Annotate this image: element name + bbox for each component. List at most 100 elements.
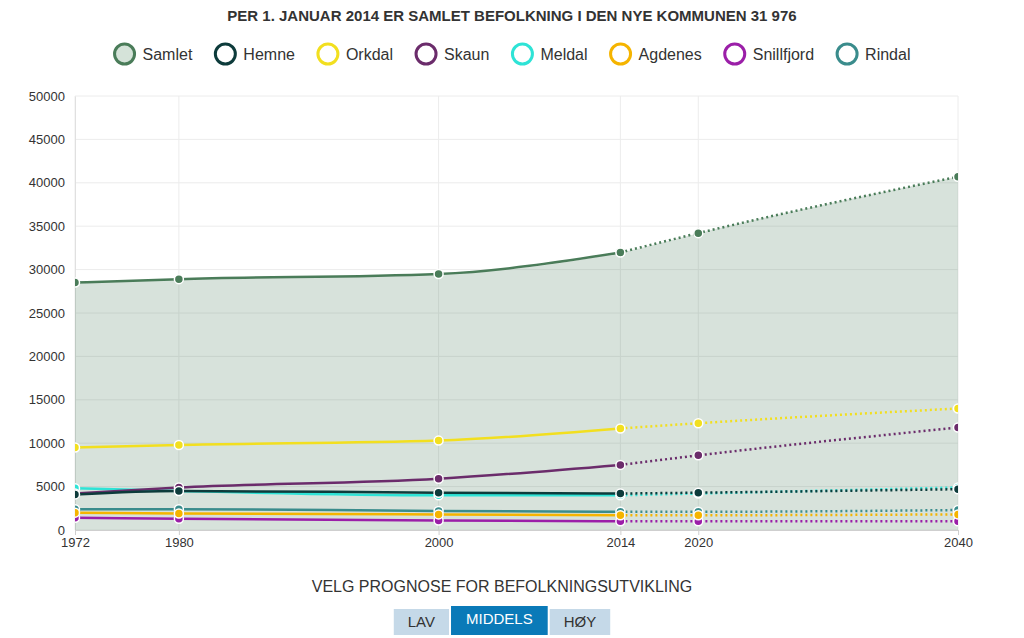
forecast-line	[620, 487, 958, 495]
line	[75, 518, 620, 521]
legend-symbol	[115, 44, 135, 64]
point[interactable]	[954, 172, 959, 181]
line	[75, 491, 620, 494]
point[interactable]	[616, 489, 625, 498]
line	[75, 513, 620, 516]
x-axis: 1972 1980 2000 2014 2020 2040	[61, 530, 973, 550]
point[interactable]	[694, 489, 703, 498]
grid-line	[75, 139, 958, 140]
legend-symbol	[837, 44, 857, 64]
legend-symbol	[725, 44, 745, 64]
legend-item: Snillfjord	[725, 44, 814, 64]
grid-line	[75, 96, 958, 97]
x-tick-label: 2014	[606, 535, 635, 550]
y-tick: 25000	[29, 306, 75, 321]
point[interactable]	[174, 486, 183, 495]
forecast-line	[620, 510, 958, 512]
point[interactable]	[434, 436, 443, 445]
button-background[interactable]	[451, 606, 548, 635]
point[interactable]	[75, 489, 80, 498]
legend-item: Samlet	[115, 44, 193, 64]
prognosis-button[interactable]: HØY	[550, 609, 611, 635]
line	[75, 428, 620, 447]
legend-label: Orkdal	[346, 46, 393, 63]
prognosis-label: VELG PROGNOSE FOR BEFOLKNINGSUTVIKLING	[312, 578, 693, 595]
y-tick: 50000	[29, 89, 75, 104]
legend-label: Skaun	[444, 46, 489, 63]
legend-symbol	[611, 44, 631, 64]
button-label[interactable]: LAV	[408, 613, 435, 630]
point[interactable]	[174, 509, 183, 518]
point[interactable]	[616, 511, 625, 520]
legend-label: Agdenes	[639, 46, 702, 63]
point[interactable]	[434, 269, 443, 278]
grid	[75, 96, 958, 530]
point[interactable]	[694, 511, 703, 520]
point[interactable]	[174, 486, 183, 495]
x-tick-label: 2020	[684, 535, 713, 550]
x-tick-label: 1972	[61, 535, 90, 550]
x-tick-label: 2000	[425, 535, 454, 550]
point[interactable]	[75, 490, 80, 499]
line	[75, 509, 620, 512]
point[interactable]	[954, 485, 959, 494]
x-tick: 2040	[944, 530, 973, 550]
button-background[interactable]	[550, 609, 611, 635]
y-tick: 10000	[29, 436, 75, 451]
point[interactable]	[616, 424, 625, 433]
point[interactable]	[616, 248, 625, 257]
x-tick: 2014	[606, 530, 635, 550]
legend-item: Meldal	[512, 44, 587, 64]
y-tick: 20000	[29, 349, 75, 364]
point[interactable]	[694, 229, 703, 238]
y-tick: 40000	[29, 175, 75, 190]
point[interactable]	[434, 488, 443, 497]
y-tick-label: 30000	[29, 262, 65, 277]
legend-symbol	[318, 44, 338, 64]
y-tick-label: 20000	[29, 349, 65, 364]
y-tick-label: 50000	[29, 89, 65, 104]
point[interactable]	[434, 474, 443, 483]
legend-item: Skaun	[416, 44, 489, 64]
button-label[interactable]: MIDDELS	[466, 610, 533, 627]
point[interactable]	[75, 443, 80, 452]
point[interactable]	[75, 278, 80, 287]
legend: SamletHemneOrkdalSkaunMeldalAgdenesSnill…	[115, 44, 911, 64]
button-label[interactable]: HØY	[564, 613, 597, 630]
legend-label: Snillfjord	[753, 46, 814, 63]
point[interactable]	[954, 404, 959, 413]
point[interactable]	[694, 488, 703, 497]
point[interactable]	[954, 423, 959, 432]
prognosis-button[interactable]: LAV	[394, 609, 449, 635]
y-tick: 30000	[29, 262, 75, 277]
x-tick: 1972	[61, 530, 90, 550]
area	[75, 177, 958, 530]
legend-label: Rindal	[865, 46, 910, 63]
point[interactable]	[174, 275, 183, 284]
x-tick-label: 1980	[165, 535, 194, 550]
y-axis: 0500010000150002000025000300003500040000…	[29, 89, 76, 538]
legend-symbol	[512, 44, 532, 64]
legend-symbol	[416, 44, 436, 64]
y-tick-label: 5000	[36, 479, 65, 494]
y-tick-label: 10000	[29, 436, 65, 451]
forecast-line	[620, 177, 958, 253]
point[interactable]	[616, 460, 625, 469]
point[interactable]	[75, 508, 80, 517]
y-tick: 35000	[29, 219, 75, 234]
prognosis-button[interactable]: MIDDELS	[451, 606, 548, 635]
point[interactable]	[434, 510, 443, 519]
legend-item: Rindal	[837, 44, 910, 64]
point[interactable]	[174, 440, 183, 449]
point[interactable]	[694, 419, 703, 428]
x-axis-line	[76, 531, 959, 536]
button-background[interactable]	[394, 609, 449, 635]
point[interactable]	[694, 451, 703, 460]
forecast-line	[620, 513, 958, 516]
grid-line	[75, 182, 958, 183]
legend-label: Meldal	[540, 46, 587, 63]
plot-area: 0500010000150002000025000300003500040000…	[29, 89, 973, 551]
x-tick-label: 2040	[944, 535, 973, 550]
y-tick: 5000	[36, 479, 75, 494]
point[interactable]	[954, 510, 959, 519]
